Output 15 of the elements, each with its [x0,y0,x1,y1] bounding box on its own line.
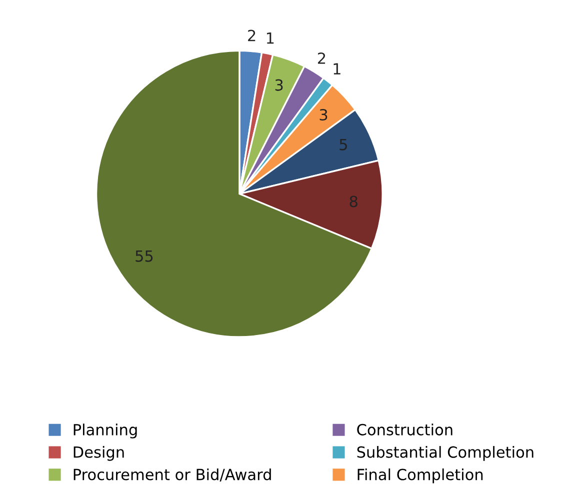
data-label: 3 [320,108,328,121]
data-label: 5 [340,138,347,150]
legend-label: Procurement or Bid/Award [74,468,271,482]
data-label: 3 [275,79,283,91]
legend-label: Final Completion [358,468,483,484]
data-label: 8 [350,196,358,208]
data-label: 2 [248,30,256,42]
data-label: 2 [318,52,326,64]
legend-label: Construction [357,424,452,436]
legend-label: Design [74,446,124,461]
legend-label: Substantial Completion [357,446,534,461]
data-label: 1 [266,32,274,44]
data-label: 55 [136,250,153,262]
legend-label: Planning [74,424,137,438]
data-label: 1 [334,63,340,74]
